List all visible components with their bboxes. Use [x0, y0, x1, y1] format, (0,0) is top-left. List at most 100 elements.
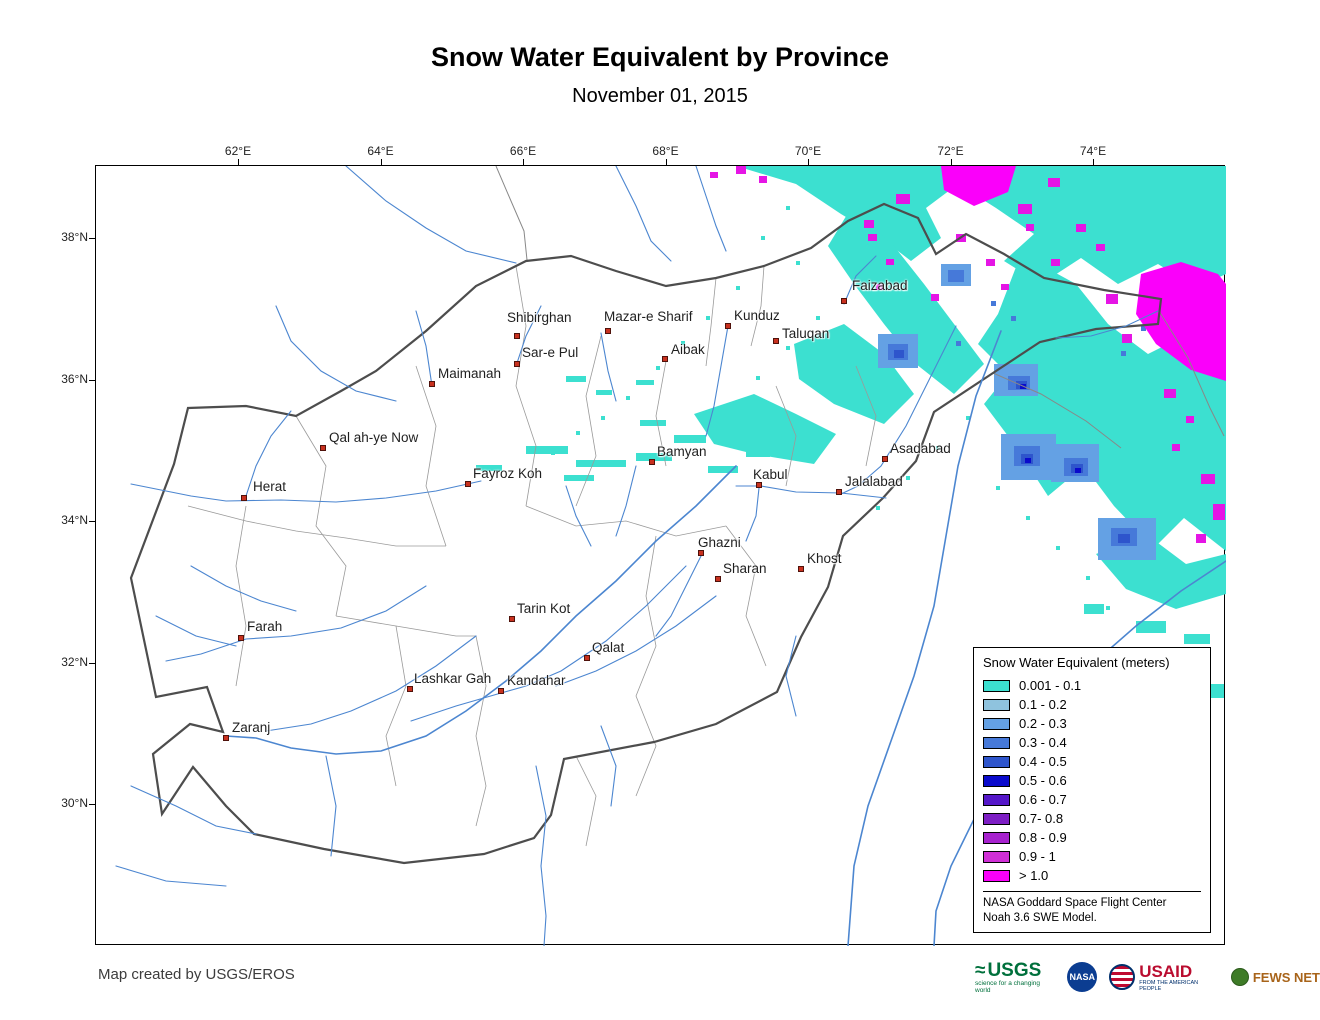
lat-tick [89, 521, 96, 522]
city-label-farah: Farah [247, 619, 283, 634]
page-title: Snow Water Equivalent by Province [430, 42, 890, 72]
lon-label-64-e: 64°E [367, 144, 394, 158]
legend-entry: 0.5 - 0.6 [983, 771, 1201, 790]
snow-cyan-layer [476, 166, 1226, 698]
legend-note: NASA Goddard Space Flight Center Noah 3.… [983, 891, 1201, 926]
city-marker-zaranj [223, 735, 229, 741]
nasa-logo: NASA [1067, 962, 1098, 992]
legend-swatch [983, 679, 1010, 692]
nasa-meatball-icon: NASA [1067, 962, 1098, 992]
legend-entry-label: 0.2 - 0.3 [1019, 716, 1067, 731]
city-marker-mazar-e-sharif [605, 328, 611, 334]
legend-note-line-2: Noah 3.6 SWE Model. [983, 911, 1097, 924]
city-label-zaranj: Zaranj [232, 720, 271, 735]
legend-swatch [983, 717, 1010, 730]
city-label-kabul: Kabul [753, 467, 788, 482]
map-frame: Snow Water Equivalent (meters) 0.001 - 0… [61, 144, 1226, 946]
legend-entry: 0.6 - 0.7 [983, 790, 1201, 809]
city-marker-ghazni [698, 550, 704, 556]
city-label-herat: Herat [253, 479, 287, 494]
usaid-logo-text: USAID FROM THE AMERICAN PEOPLE [1139, 963, 1219, 992]
lon-tick [238, 159, 239, 166]
city-marker-taluqan [773, 338, 779, 344]
legend-entry-label: 0.5 - 0.6 [1019, 773, 1067, 788]
city-label-kunduz: Kunduz [734, 308, 780, 323]
legend-swatch [983, 812, 1010, 825]
legend-entry-label: > 1.0 [1019, 868, 1049, 883]
city-label-kandahar: Kandahar [507, 673, 566, 688]
lon-tick [1093, 159, 1094, 166]
city-marker-tarin-kot [509, 616, 515, 622]
city-label-bamyan: Bamyan [657, 444, 707, 459]
city-marker-faizabad [841, 298, 847, 304]
legend-entry: 0.7- 0.8 [983, 809, 1201, 828]
snow-blue-layer [878, 264, 1180, 560]
lon-label-68-e: 68°E [652, 144, 679, 158]
city-label-qalat: Qalat [592, 640, 625, 655]
legend-entry-label: 0.8 - 0.9 [1019, 830, 1067, 845]
legend-entry-label: 0.4 - 0.5 [1019, 754, 1067, 769]
city-label-aibak: Aibak [671, 342, 705, 357]
snow-magenta-layer [710, 166, 1226, 543]
lon-label-72-e: 72°E [937, 144, 964, 158]
lat-tick [89, 804, 96, 805]
city-label-maimanah: Maimanah [438, 366, 502, 381]
city-label-ghazni: Ghazni [698, 535, 741, 550]
legend-entries: 0.001 - 0.1 0.1 - 0.2 0.2 - 0.3 0.3 - 0.4 0.… [983, 676, 1201, 885]
city-marker-sharan [715, 576, 721, 582]
city-marker-aibak [662, 356, 668, 362]
legend-swatch [983, 869, 1010, 882]
lon-tick [380, 159, 382, 166]
legend-swatch [983, 698, 1010, 711]
legend-entry: 0.8 - 0.9 [983, 828, 1201, 847]
city-marker-shibirghan [514, 333, 520, 339]
usaid-logo: USAID FROM THE AMERICAN PEOPLE [1109, 963, 1219, 992]
legend-entry-label: 0.001 - 0.1 [1019, 678, 1082, 693]
legend-entry-label: 0.7- 0.8 [1019, 811, 1064, 826]
legend-title: Snow Water Equivalent (meters) [983, 655, 1170, 670]
fews-net-logo-label: FEWS NET [1252, 969, 1320, 985]
neighbor-borders [495, 166, 1225, 449]
lat-tick [89, 238, 96, 239]
legend-entry-label: 0.6 - 0.7 [1019, 792, 1067, 807]
city-marker-fayroz-koh [465, 481, 471, 487]
city-marker-qalat [584, 655, 590, 661]
usaid-tagline: FROM THE AMERICAN PEOPLE [1139, 979, 1199, 992]
legend-entry: 0.9 - 1 [983, 847, 1201, 866]
legend-entry: 0.1 - 0.2 [983, 695, 1201, 714]
map-canvas [115, 166, 1226, 946]
page-subtitle: November 01, 2015 [572, 85, 748, 107]
lon-label-66-e: 66°E [509, 144, 537, 158]
usgs-logo-block: ≈ USGS science for a changing world [975, 961, 1055, 994]
city-label-tarin-kot: Tarin Kot [517, 601, 571, 616]
city-label-taluqan: Taluqan [782, 326, 830, 341]
usgs-wave-icon: ≈ [975, 959, 986, 981]
usaid-logo-label: USAID [1139, 961, 1193, 981]
province-boundaries [187, 265, 877, 847]
legend-entry-label: 0.9 - 1 [1019, 849, 1056, 864]
city-label-jalalabad: Jalalabad [845, 474, 903, 489]
legend-note-line-1: NASA Goddard Space Flight Center [983, 897, 1167, 909]
fews-net-logo: FEWS NET [1230, 968, 1320, 986]
lon-tick [808, 159, 809, 166]
city-marker-qal-ah-ye-now [320, 445, 326, 451]
usgs-logo-label: USGS [987, 959, 1042, 981]
city-label-shibirghan: Shibirghan [507, 310, 572, 325]
lat-label-36-n: 36°N [61, 371, 88, 386]
usgs-tagline: science for a changing world [975, 979, 1041, 994]
lat-label-30-n: 30°N [61, 796, 88, 810]
city-marker-jalalabad [836, 489, 842, 495]
fews-net-globe-icon [1230, 968, 1249, 986]
city-marker-asadabad [882, 456, 888, 462]
city-marker-kunduz [725, 323, 731, 329]
lat-label-38-n: 38°N [61, 230, 88, 244]
legend: Snow Water Equivalent (meters) 0.001 - 0… [973, 647, 1211, 933]
legend-swatch [983, 793, 1010, 806]
rivers [115, 166, 1226, 946]
legend-swatch [983, 850, 1010, 863]
legend-swatch [983, 736, 1010, 749]
city-label-sar-e-pul: Sar-e Pul [522, 345, 579, 360]
nasa-logo-label: NASA [1069, 972, 1096, 982]
lat-tick [89, 662, 96, 664]
country-border [129, 202, 1163, 865]
